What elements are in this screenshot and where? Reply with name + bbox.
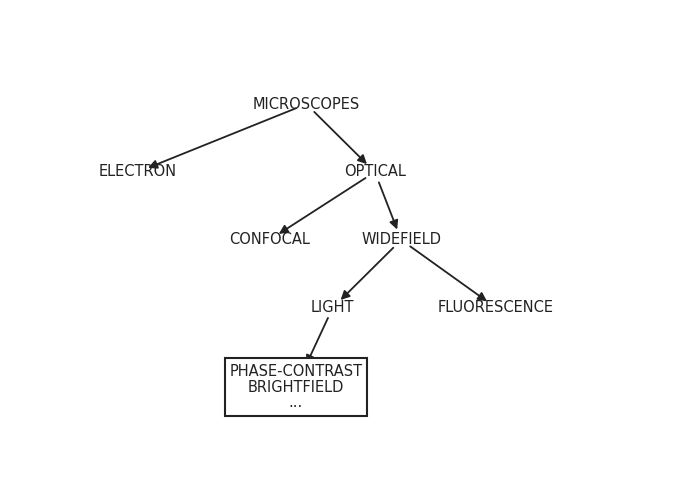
Text: LIGHT: LIGHT bbox=[311, 300, 354, 316]
Text: ELECTRON: ELECTRON bbox=[99, 165, 177, 179]
Text: OPTICAL: OPTICAL bbox=[344, 165, 406, 179]
Text: FLUORESCENCE: FLUORESCENCE bbox=[438, 300, 554, 316]
Text: CONFOCAL: CONFOCAL bbox=[229, 232, 310, 247]
Text: ...: ... bbox=[289, 395, 303, 411]
FancyBboxPatch shape bbox=[224, 358, 367, 416]
Text: WIDEFIELD: WIDEFIELD bbox=[361, 232, 441, 247]
Text: MICROSCOPES: MICROSCOPES bbox=[253, 97, 360, 112]
Text: BRIGHTFIELD: BRIGHTFIELD bbox=[248, 380, 344, 394]
Text: PHASE-CONTRAST: PHASE-CONTRAST bbox=[229, 364, 362, 379]
